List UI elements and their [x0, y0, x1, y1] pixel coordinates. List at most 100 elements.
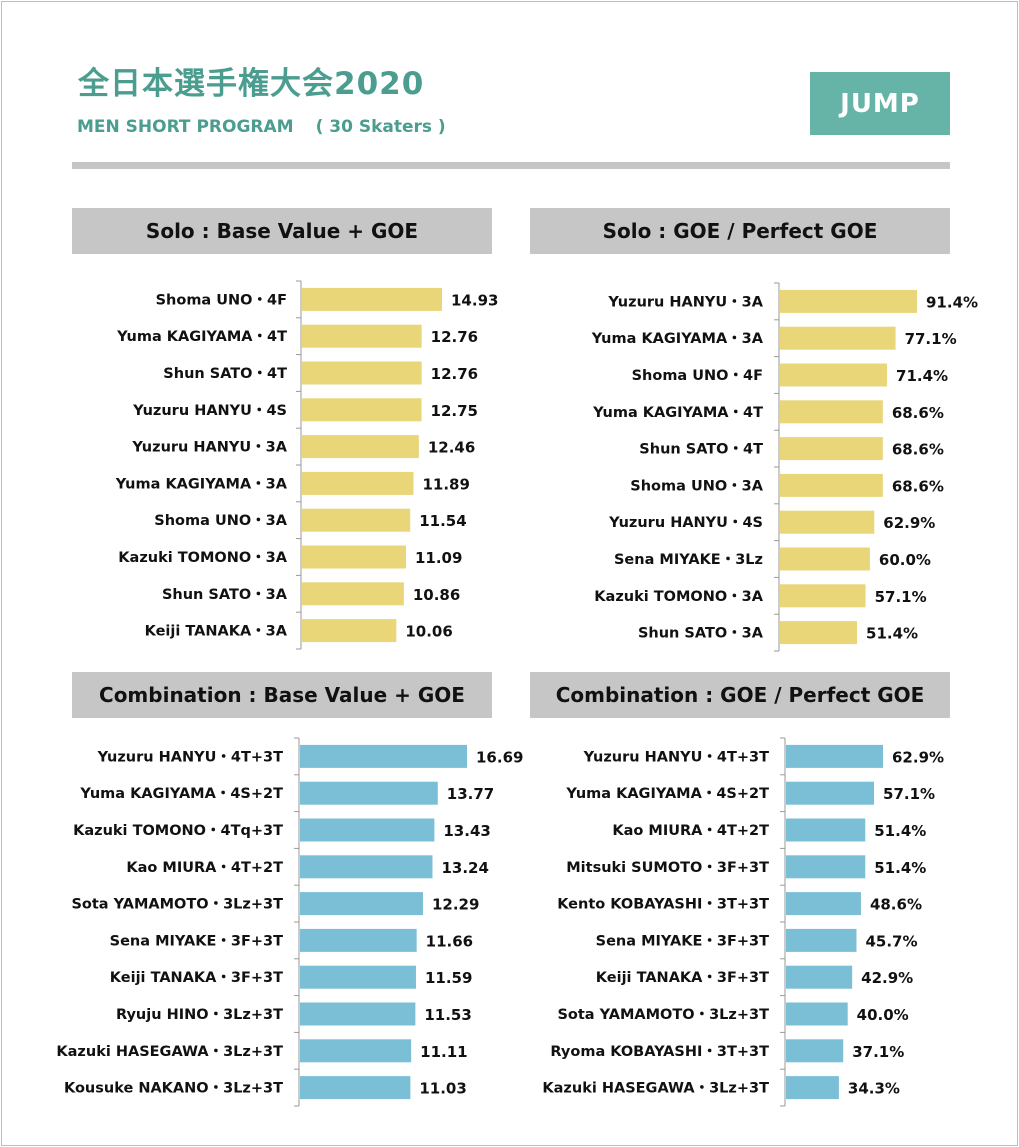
combo-bv-category-label: Sota YAMAMOTO・3Lz+3T: [71, 897, 283, 913]
solo-pct-value-label: 77.1%: [905, 330, 957, 348]
solo-bv-value-label: 12.76: [431, 328, 478, 346]
combo-bv-bar: [300, 744, 467, 768]
solo-pct-category-label: Kazuki TOMONO・3A: [594, 589, 763, 605]
combo-bv-category-label: Kazuki TOMONO・4Tq+3T: [73, 823, 283, 839]
combo-bv-bar: [300, 781, 438, 805]
solo-pct-bar: [780, 326, 896, 350]
solo-bv-value-label: 10.86: [413, 586, 460, 604]
combo-pct-category-label: Ryoma KOBAYASHI・3T+3T: [550, 1044, 769, 1060]
solo-bv-category-label: Yuzuru HANYU・4S: [132, 403, 287, 419]
combo-bv-bar: [300, 1039, 412, 1063]
combo-pct-bar: [786, 818, 866, 842]
solo-pct-bar: [780, 510, 875, 534]
solo-bv-category-label: Yuma KAGIYAMA・3A: [115, 476, 288, 492]
combo-pct-bar: [786, 781, 875, 805]
solo-bv-bar: [302, 619, 397, 643]
combo-pct-value-label: 40.0%: [857, 1006, 909, 1024]
solo-bv-bar: [302, 582, 404, 606]
solo-bv-bar: [302, 471, 414, 495]
solo-pct-value-label: 68.6%: [892, 441, 944, 459]
solo-bv-value-label: 11.89: [422, 475, 469, 493]
solo-bv-bar: [302, 508, 411, 532]
combo-bv-bar: [300, 928, 417, 952]
solo-bv-bar: [302, 545, 406, 569]
solo-bv-value-label: 11.09: [415, 549, 462, 567]
solo-bv-value-label: 14.93: [451, 291, 498, 309]
solo-pct-bar: [780, 363, 888, 387]
solo-bv-category-label: Shun SATO・3A: [162, 587, 288, 603]
combo-bv-value-label: 11.03: [419, 1080, 466, 1098]
solo-pct-bar: [780, 400, 883, 424]
combo-pct-bar: [786, 928, 857, 952]
solo-bv-category-label: Keiji TANAKA・3A: [145, 624, 288, 640]
combo-bv-category-label: Ryuju HINO・3Lz+3T: [116, 1007, 283, 1023]
solo-bv-value-label: 12.46: [428, 439, 475, 457]
combo-pct-value-label: 48.6%: [870, 896, 922, 914]
combo-bv-category-label: Sena MIYAKE・3F+3T: [110, 933, 283, 949]
combo-bv-bar: [300, 1076, 411, 1100]
solo-bv-category-label: Shoma UNO・3A: [154, 513, 287, 529]
solo-pct-category-label: Shoma UNO・3A: [630, 478, 763, 494]
solo-pct-category-label: Yuzuru HANYU・4S: [608, 515, 763, 531]
combo-pct-category-label: Sota YAMAMOTO・3Lz+3T: [557, 1007, 769, 1023]
combo-bv-value-label: 11.11: [420, 1043, 467, 1061]
solo-pct-bar: [780, 584, 866, 608]
combo-bv-value-label: 11.66: [426, 932, 473, 950]
combo-bv-bar: [300, 855, 433, 879]
panel-title-combo-bv: Combination : Base Value + GOE: [72, 672, 492, 718]
solo-bv-bar: [302, 398, 422, 422]
combo-bv-bar: [300, 818, 435, 842]
solo-pct-category-label: Yuma KAGIYAMA・4T: [592, 405, 763, 421]
solo-pct-category-label: Sena MIYAKE・3Lz: [614, 552, 763, 568]
skater-count: ( 30 Skaters ): [315, 117, 446, 137]
combo-pct-bar: [786, 1076, 839, 1100]
solo-pct-value-label: 51.4%: [866, 625, 918, 643]
solo-pct-value-label: 91.4%: [926, 293, 978, 311]
solo-bv-bar: [302, 435, 419, 459]
solo-pct-category-label: Shun SATO・3A: [638, 626, 764, 642]
solo-bv-value-label: 12.76: [431, 365, 478, 383]
combo-pct-bar: [786, 744, 883, 768]
solo-bv-bar: [302, 361, 422, 385]
combo-pct-bar: [786, 1002, 848, 1026]
combo-bv-value-label: 13.43: [443, 822, 490, 840]
combo-bv-category-label: Keiji TANAKA・3F+3T: [110, 970, 283, 986]
combo-pct-bar: [786, 965, 853, 989]
solo-bv-category-label: Yuma KAGIYAMA・4T: [116, 329, 287, 345]
solo-pct-bar: [780, 621, 858, 645]
solo-pct-value-label: 68.6%: [892, 404, 944, 422]
combo-pct-category-label: Yuma KAGIYAMA・4S+2T: [565, 786, 769, 802]
jump-badge: JUMP: [810, 72, 950, 135]
solo-bv-category-label: Shoma UNO・4F: [156, 292, 287, 308]
combo-bv-bar: [300, 1002, 416, 1026]
combo-pct-value-label: 62.9%: [892, 748, 944, 766]
combo-bv-value-label: 11.53: [424, 1006, 471, 1024]
combo-bv-bar: [300, 965, 416, 989]
combo-bv-category-label: Yuzuru HANYU・4T+3T: [97, 749, 284, 765]
combo-pct-bar: [786, 892, 861, 916]
solo-pct-bar: [780, 289, 917, 313]
combo-bv-category-label: Kao MIURA・4T+2T: [126, 860, 283, 876]
combo-bv-value-label: 11.59: [425, 969, 472, 987]
combo-pct-value-label: 51.4%: [874, 822, 926, 840]
combo-pct-category-label: Keiji TANAKA・3F+3T: [596, 970, 769, 986]
solo-pct-value-label: 68.6%: [892, 477, 944, 495]
combo-pct-bar: [786, 1039, 844, 1063]
solo-pct-bar: [780, 547, 870, 571]
solo-bv-category-label: Shun SATO・4T: [163, 366, 287, 382]
solo-bv-value-label: 10.06: [405, 623, 452, 641]
solo-pct-category-label: Shun SATO・4T: [639, 442, 763, 458]
combo-bv-category-label: Kousuke NAKANO・3Lz+3T: [64, 1081, 283, 1097]
combo-bv-category-label: Yuma KAGIYAMA・4S+2T: [79, 786, 283, 802]
program-label: MEN SHORT PROGRAM: [77, 117, 294, 137]
combo-bv-value-label: 13.77: [447, 785, 494, 803]
solo-pct-value-label: 71.4%: [896, 367, 948, 385]
combo-pct-category-label: Sena MIYAKE・3F+3T: [596, 933, 769, 949]
panel-title-solo-bv: Solo : Base Value + GOE: [72, 208, 492, 254]
page-title: 全日本選手権大会2020: [78, 66, 425, 102]
solo-pct-value-label: 60.0%: [879, 551, 931, 569]
solo-bv-category-label: Kazuki TOMONO・3A: [118, 550, 287, 566]
solo-bv-category-label: Yuzuru HANYU・3A: [131, 440, 287, 456]
